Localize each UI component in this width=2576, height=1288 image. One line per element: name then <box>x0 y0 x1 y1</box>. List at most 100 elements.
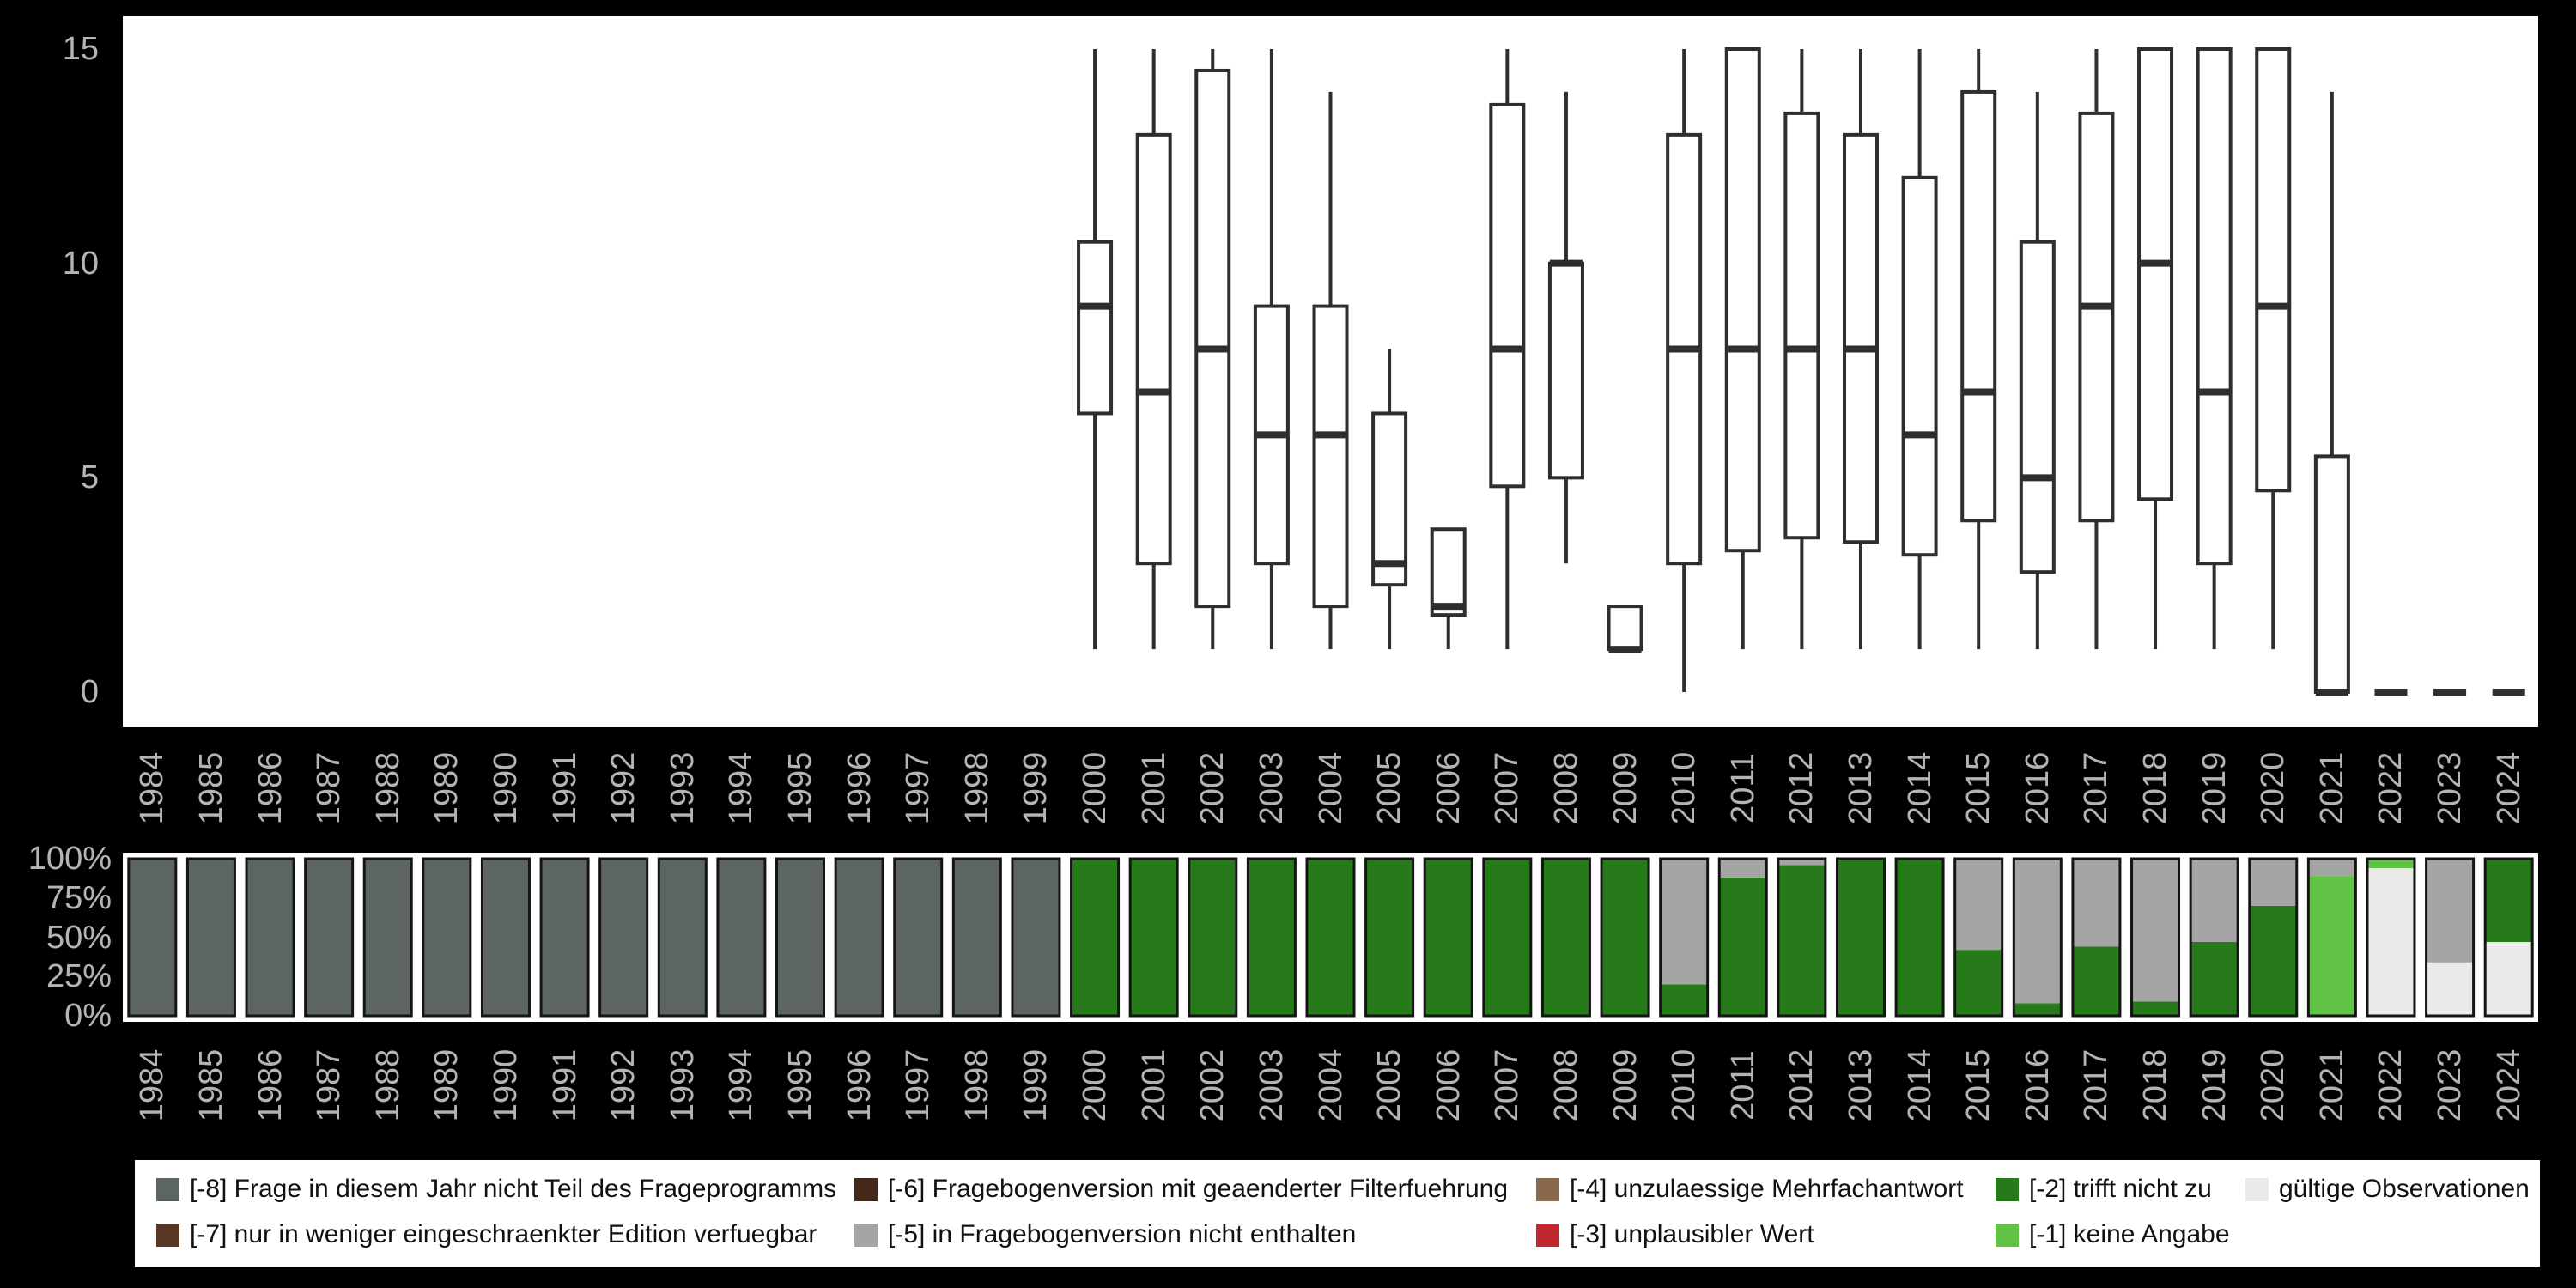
x-tick-label: 2003 <box>1253 1048 1290 1122</box>
boxplot-box-2021 <box>2313 454 2350 694</box>
boxplot-box-2000 <box>1077 240 1114 416</box>
boxplot-box-2005 <box>1371 411 1408 587</box>
bar-segment--8 <box>1012 859 1060 1016</box>
boxplot-box-2016 <box>2019 240 2056 574</box>
x-tick-label: 1998 <box>958 1048 995 1122</box>
bar-segment--8 <box>422 859 471 1016</box>
legend-label: gültige Observationen <box>2279 1175 2530 1203</box>
x-tick-label: 1988 <box>369 1048 406 1122</box>
bar-segment--5 <box>2308 859 2356 877</box>
percent-tick-label: 50% <box>46 919 112 956</box>
legend-label: [-8] Frage in diesem Jahr nicht Teil des… <box>190 1175 837 1203</box>
bar-segment--5 <box>2014 859 2062 1004</box>
x-tick-label: 1995 <box>782 1048 818 1122</box>
bar-segment--2 <box>1188 859 1236 1016</box>
x-tick-label: 2018 <box>2137 1048 2174 1122</box>
bar-outline-1990 <box>480 857 531 1018</box>
bar-segment-valid <box>2485 941 2533 1016</box>
bar-outline-2022 <box>2366 857 2416 1018</box>
x-tick-label: 2006 <box>1430 1048 1467 1122</box>
bar-segment--2 <box>1896 859 1944 1016</box>
x-tick-label: 1992 <box>605 1048 642 1122</box>
boxplot-box-2015 <box>1960 89 1997 523</box>
boxplot-box-2009 <box>1607 605 1643 652</box>
x-tick-label: 1994 <box>723 751 760 825</box>
legend-item--6: [-6] Fragebogenversion mit geaenderter F… <box>854 1175 1508 1204</box>
x-tick-label: 2019 <box>2196 751 2233 825</box>
bar-outline-2012 <box>1777 857 1827 1018</box>
bar-segment-valid <box>2366 867 2415 1016</box>
bar-outline-1993 <box>657 857 708 1018</box>
x-tick-label: 1995 <box>782 751 818 825</box>
x-tick-label: 2008 <box>1547 1048 1584 1122</box>
legend-swatch--6 <box>854 1177 878 1201</box>
boxplot-box-2008 <box>1547 261 1584 480</box>
bar-segment--2 <box>2131 1001 2179 1016</box>
bar-segment--2 <box>1365 859 1413 1016</box>
x-tick-label: 2004 <box>1312 751 1349 825</box>
bar-segment--2 <box>1307 859 1354 1016</box>
bar-outline-2001 <box>1128 857 1179 1018</box>
x-tick-label: 2015 <box>1960 751 1997 825</box>
boxplot-box-2006 <box>1430 527 1467 617</box>
x-tick-label: 2014 <box>1901 751 1938 825</box>
x-tick-label: 1985 <box>192 1048 229 1122</box>
x-tick-label: 2011 <box>1724 1050 1761 1121</box>
bar-segment--8 <box>717 859 765 1016</box>
y-tick-label: 0 <box>80 674 99 710</box>
x-tick-label: 1988 <box>369 751 406 825</box>
bar-outline-2020 <box>2248 857 2299 1018</box>
x-tick-label: 2020 <box>2255 1048 2292 1122</box>
x-tick-label: 2003 <box>1253 751 1290 825</box>
x-tick-label: 2020 <box>2255 751 2292 825</box>
legend-swatch-valid <box>2245 1177 2269 1201</box>
legend-label: [-3] unplausibler Wert <box>1570 1220 1814 1249</box>
bar-outline-2008 <box>1540 857 1591 1018</box>
bar-segment--5 <box>2131 859 2179 1002</box>
x-tick-label: 2013 <box>1842 751 1879 825</box>
x-tick-label: 2009 <box>1607 751 1643 825</box>
bar-outline-1987 <box>304 857 355 1018</box>
bar-segment--8 <box>128 859 176 1016</box>
bar-segment--2 <box>2485 859 2533 942</box>
legend-swatch--7 <box>156 1223 179 1247</box>
bar-segment--2 <box>1542 859 1590 1016</box>
bar-segment--8 <box>599 859 647 1016</box>
x-tick-label: 1991 <box>546 751 583 825</box>
bar-outline-1986 <box>245 857 295 1018</box>
bar-segment--1 <box>2308 876 2356 1016</box>
bar-segment--8 <box>894 859 942 1016</box>
x-tick-label: 2000 <box>1077 751 1114 825</box>
boxplot-box-2017 <box>2078 111 2115 523</box>
x-tick-label: 2001 <box>1135 1048 1172 1122</box>
x-tick-label: 2005 <box>1371 1048 1408 1122</box>
x-tick-label: 2016 <box>2019 751 2056 825</box>
boxplot-box-2002 <box>1194 68 1231 609</box>
boxplot-box-2019 <box>2196 47 2233 566</box>
x-tick-label: 2024 <box>2490 1048 2527 1122</box>
x-tick-label: 2015 <box>1960 1048 1997 1122</box>
legend-label: [-1] keine Angabe <box>2029 1220 2230 1249</box>
bar-outline-2002 <box>1188 857 1238 1018</box>
x-tick-label: 1984 <box>134 1048 171 1122</box>
bar-outline-1989 <box>422 857 472 1018</box>
legend-item--2: [-2] trifft nicht zu <box>1996 1175 2212 1204</box>
legend-item--3: [-3] unplausibler Wert <box>1536 1220 1814 1249</box>
boxplot-box-2007 <box>1489 102 1526 489</box>
x-tick-label: 1999 <box>1018 751 1054 825</box>
bar-segment--8 <box>953 859 1001 1016</box>
x-tick-label: 2004 <box>1312 1048 1349 1122</box>
x-tick-label: 1989 <box>428 751 465 825</box>
bar-segment--2 <box>2190 941 2239 1016</box>
bar-segment--5 <box>2190 859 2239 942</box>
bar-segment--2 <box>1130 859 1178 1016</box>
bar-segment--8 <box>246 859 295 1016</box>
bar-outline-2009 <box>1600 857 1650 1018</box>
percent-tick-label: 100% <box>27 841 112 877</box>
x-tick-label: 1985 <box>192 751 229 825</box>
x-tick-label: 2012 <box>1783 751 1820 825</box>
legend-swatch--3 <box>1536 1223 1559 1247</box>
bar-segment--2 <box>1777 865 1826 1016</box>
bar-outline-2000 <box>1070 857 1121 1018</box>
